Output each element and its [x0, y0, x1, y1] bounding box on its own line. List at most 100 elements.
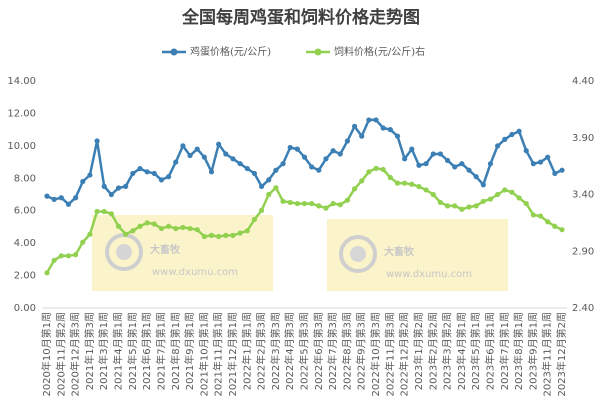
data-point	[237, 161, 243, 167]
data-point	[208, 169, 215, 175]
data-point	[73, 252, 79, 258]
x-tick-label: 2023年9月第1周	[526, 312, 539, 390]
data-point	[223, 151, 229, 157]
data-point	[258, 207, 265, 213]
x-tick-label: 2022年7月第3周	[326, 312, 339, 390]
y-tick-label: 6.00	[14, 206, 36, 217]
data-point	[416, 183, 422, 190]
data-point	[380, 166, 386, 173]
data-point	[366, 169, 372, 175]
x-tick-label: 2022年11月第3周	[383, 312, 396, 397]
data-point	[294, 200, 300, 207]
data-point	[466, 167, 472, 173]
y2-tick-label: 2.40	[572, 303, 594, 314]
data-point	[87, 172, 93, 178]
data-point	[187, 225, 193, 232]
legend-marker	[314, 48, 322, 56]
data-point	[423, 161, 429, 167]
watermark-url: www.dxumu.com	[386, 269, 472, 280]
data-point	[366, 117, 372, 123]
data-point	[273, 185, 279, 191]
data-point	[287, 199, 293, 206]
y-tick-label: 4.00	[14, 238, 36, 249]
x-tick-label: 2023年8月第1周	[512, 312, 525, 390]
data-point	[223, 232, 229, 238]
x-tick-label: 2022年3月第3周	[269, 312, 282, 390]
x-tick-label: 2023年6月第1周	[483, 312, 496, 390]
data-point	[552, 223, 558, 229]
data-point	[487, 196, 494, 202]
data-point	[444, 157, 451, 164]
data-point	[466, 204, 472, 210]
data-point	[452, 164, 458, 170]
data-point	[216, 141, 222, 147]
data-point	[394, 180, 401, 186]
data-point	[173, 159, 179, 165]
data-point	[545, 219, 551, 225]
data-point	[251, 216, 258, 223]
watermark-logo	[350, 246, 366, 262]
data-point	[201, 233, 207, 240]
data-point	[373, 117, 379, 123]
legend-label: 鸡蛋价格(元/公斤)	[190, 45, 271, 58]
data-point	[495, 191, 501, 198]
data-point	[287, 144, 293, 151]
x-tick-label: 2022年4月第3周	[283, 312, 296, 390]
data-point	[359, 178, 365, 184]
data-point	[437, 199, 444, 206]
data-point	[108, 191, 114, 198]
data-point	[230, 156, 236, 162]
data-point	[402, 180, 408, 186]
data-point	[459, 161, 465, 167]
data-point	[452, 203, 458, 209]
x-tick-label: 2022年10月第3周	[369, 312, 382, 397]
y-tick-label: 8.00	[14, 173, 36, 184]
data-point	[258, 183, 265, 189]
data-point	[423, 187, 429, 193]
data-point	[266, 191, 272, 198]
data-point	[73, 195, 79, 201]
x-tick-label: 2022年9月第3周	[355, 312, 368, 390]
x-tick-label: 2023年11月第1周	[541, 312, 554, 397]
data-point	[473, 203, 479, 209]
x-tick-label: 2021年3月第1周	[97, 312, 110, 390]
data-point	[51, 196, 57, 202]
watermark-text: 大畜牧	[384, 245, 415, 258]
watermark-logo	[339, 235, 377, 273]
x-tick-label: 2023年5月第1周	[469, 312, 482, 390]
x-tick-label: 2020年12月第3周	[69, 312, 82, 397]
data-point	[502, 187, 508, 193]
data-point	[44, 193, 50, 199]
data-point	[337, 151, 343, 157]
data-point	[230, 232, 236, 238]
y-tick-label: 10.00	[7, 141, 36, 152]
data-point	[330, 148, 336, 154]
data-point	[301, 154, 308, 160]
x-tick-label: 2021年10月第1周	[197, 312, 210, 397]
data-point	[158, 177, 165, 183]
data-point	[180, 143, 186, 149]
data-point	[480, 182, 486, 188]
data-point	[480, 198, 486, 204]
data-point	[123, 183, 129, 189]
x-tick-label: 2022年1月第1周	[240, 312, 253, 390]
y-tick-label: 0.00	[14, 303, 36, 314]
data-point	[158, 225, 165, 232]
y2-tick-label: 4.40	[572, 76, 594, 87]
data-point	[301, 200, 308, 207]
data-point	[380, 125, 386, 131]
legend-item: 鸡蛋价格(元/公斤)	[162, 45, 271, 58]
data-point	[216, 233, 222, 240]
data-point	[173, 225, 179, 232]
x-tick-label: 2023年4月第1周	[455, 312, 468, 390]
x-tick-label: 2021年12月第1周	[226, 312, 239, 397]
data-point	[530, 161, 536, 167]
x-tick-label: 2022年6月第3周	[312, 312, 325, 390]
data-point	[402, 156, 408, 162]
data-point	[180, 224, 186, 231]
data-point	[151, 221, 157, 227]
data-point	[201, 154, 207, 160]
data-point	[509, 189, 515, 195]
data-point	[409, 146, 415, 152]
data-point	[523, 148, 529, 154]
